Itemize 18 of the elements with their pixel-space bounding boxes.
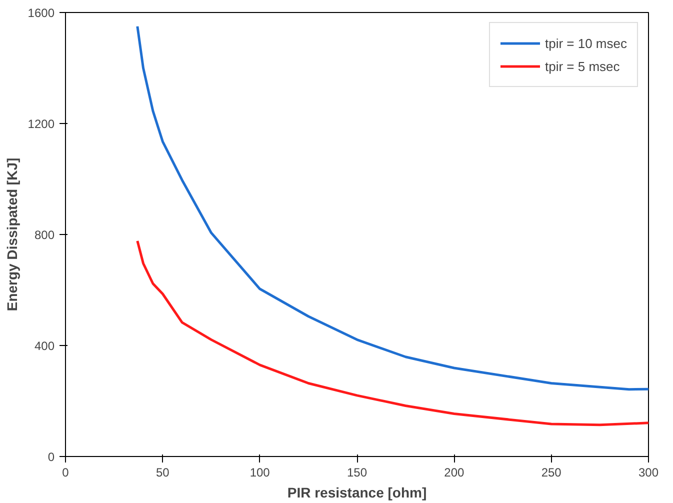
x-tick-label: 250 [541, 466, 562, 480]
legend-label: tpir = 5 msec [544, 58, 620, 74]
line-series [136, 240, 648, 426]
x-tick-label: 50 [156, 466, 170, 480]
y-tick-label: 0 [48, 450, 55, 464]
y-tick-label: 1600 [28, 6, 55, 20]
x-tick-label: 300 [638, 466, 659, 480]
y-tick-label: 1200 [28, 117, 55, 131]
y-tick-label: 400 [34, 339, 55, 353]
y-axis-title: Energy Dissipated [KJ] [4, 158, 20, 312]
x-axis-title: PIR resistance [ohm] [287, 484, 427, 500]
x-tick-label: 200 [444, 466, 465, 480]
x-tick-label: 100 [250, 466, 270, 480]
line-series [136, 25, 648, 391]
x-tick-label: 150 [346, 466, 368, 480]
x-tick-label: 0 [62, 466, 70, 480]
legend-label: tpir = 10 msec [544, 36, 627, 50]
y-tick-label: 800 [34, 228, 55, 242]
